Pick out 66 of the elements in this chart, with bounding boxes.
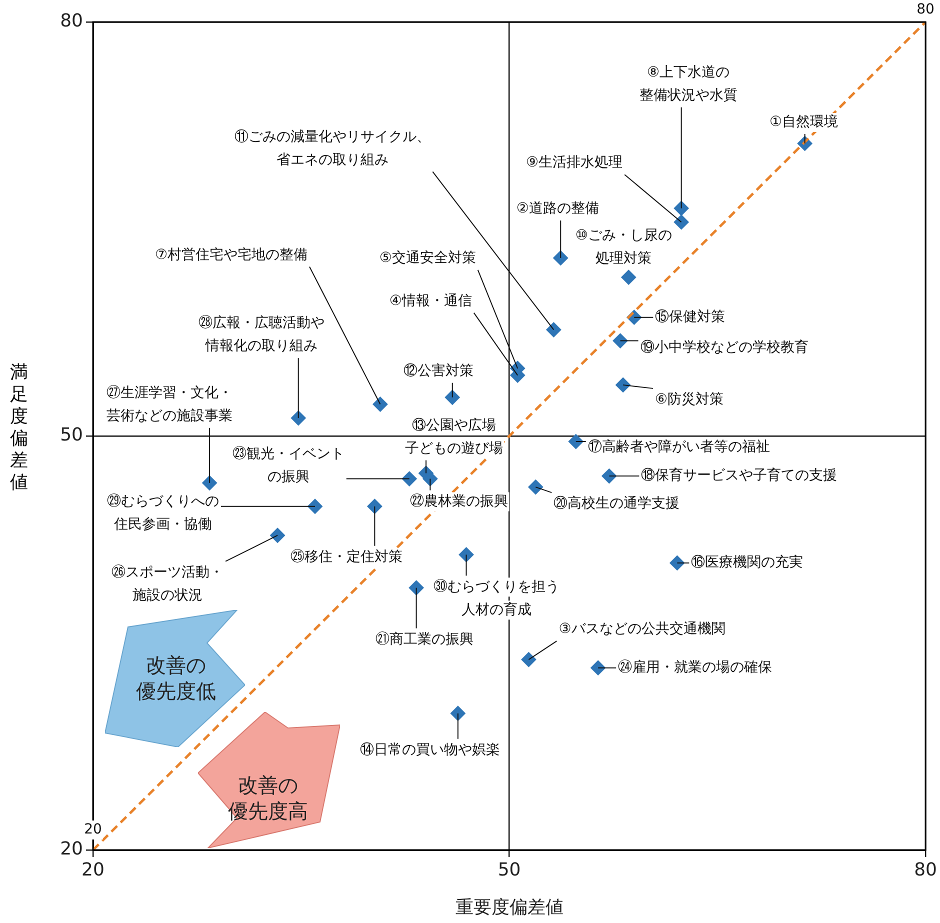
annotation: 改善の優先度低 [136, 652, 216, 704]
annotation: ⑧上下水道の整備状況や水質 [639, 64, 738, 104]
annotation: ㉗生涯学習・文化・芸術などの施設事業 [106, 385, 233, 424]
point [270, 528, 286, 543]
point [616, 377, 631, 392]
point [202, 475, 218, 490]
annotation: ⑪ごみの減量化やリサイクル、省エネの取り組み [234, 128, 431, 168]
annotation: 20 [84, 822, 102, 838]
annotation: ㉔雇用・就業の場の確保 [618, 659, 772, 676]
y-tick-label: 20 [60, 838, 83, 860]
point [290, 410, 306, 426]
annotation: ㉑商工業の振興 [375, 631, 474, 648]
annotation: ⑮保健対策 [655, 308, 726, 325]
y-axis-title: 満足度偏差値 [10, 362, 28, 494]
annotation: ㉕移住・定住対策 [290, 549, 403, 566]
annotation: ⑬公園や広場子どもの遊び場 [405, 417, 504, 456]
point [372, 396, 388, 412]
annotation: 80 [916, 2, 934, 18]
annotation: ㉖スポーツ活動・施設の状況 [112, 564, 224, 604]
point [674, 214, 689, 230]
y-tick-label: 50 [60, 424, 83, 446]
annotation: ①自然環境 [770, 114, 838, 130]
annotation: ⑨生活排水処理 [526, 154, 623, 171]
point [444, 390, 460, 405]
point [367, 498, 382, 514]
x-tick-label: 20 [82, 859, 104, 880]
annotation: ⑰高齢者や障がい者等の福祉 [588, 439, 770, 456]
annotation: ⑱保育サービスや子育ての支援 [641, 466, 838, 484]
x-tick-label: 80 [914, 859, 937, 880]
annotation: ㉓観光・イベントの振興 [232, 446, 344, 485]
annotation: ㉙むらづくりへの住民参画・協働 [107, 494, 220, 533]
point [528, 480, 544, 495]
point [402, 471, 417, 486]
annotation: ⑦村営住宅や宅地の整備 [154, 246, 308, 263]
point [590, 660, 606, 676]
point [568, 434, 584, 450]
annotation: ⑯医療機関の充実 [691, 554, 804, 571]
y-tick-label: 80 [60, 10, 83, 32]
annotation: ⑩ごみ・し尿の処理対策 [575, 227, 672, 266]
annotation: ⑥防災対策 [655, 392, 724, 408]
point [408, 580, 424, 596]
annotation: ②道路の整備 [516, 200, 599, 217]
point [553, 250, 568, 266]
annotation: ⑲小中学校などの学校教育 [640, 338, 808, 356]
annotation: ⑫公害対策 [403, 363, 474, 379]
annotation: 改善の優先度高 [228, 772, 308, 824]
x-tick-label: 50 [498, 859, 521, 880]
point [674, 200, 689, 216]
point [546, 322, 562, 338]
annotation: ⑤交通安全対策 [379, 250, 476, 266]
annotation: ⑳高校生の通学支援 [554, 496, 680, 512]
point [602, 468, 617, 484]
annotation: ⑭日常の買い物や娯楽 [360, 742, 500, 758]
point [612, 333, 628, 348]
point [521, 652, 536, 668]
point [458, 547, 474, 562]
point [450, 706, 466, 721]
annotation: ㉘広報・広聴活動や情報化の取り組み [198, 315, 324, 354]
point [308, 498, 323, 514]
annotation: ㉒農林業の振興 [410, 493, 508, 510]
point [670, 555, 685, 570]
annotation: ④情報・通信 [389, 292, 472, 309]
annotation: ③バスなどの公共交通機関 [558, 621, 726, 638]
point [621, 270, 636, 285]
annotation: ㉚むらづくりを担う人材の育成 [433, 578, 560, 618]
x-axis-title: 重要度偏差値 [455, 896, 564, 918]
